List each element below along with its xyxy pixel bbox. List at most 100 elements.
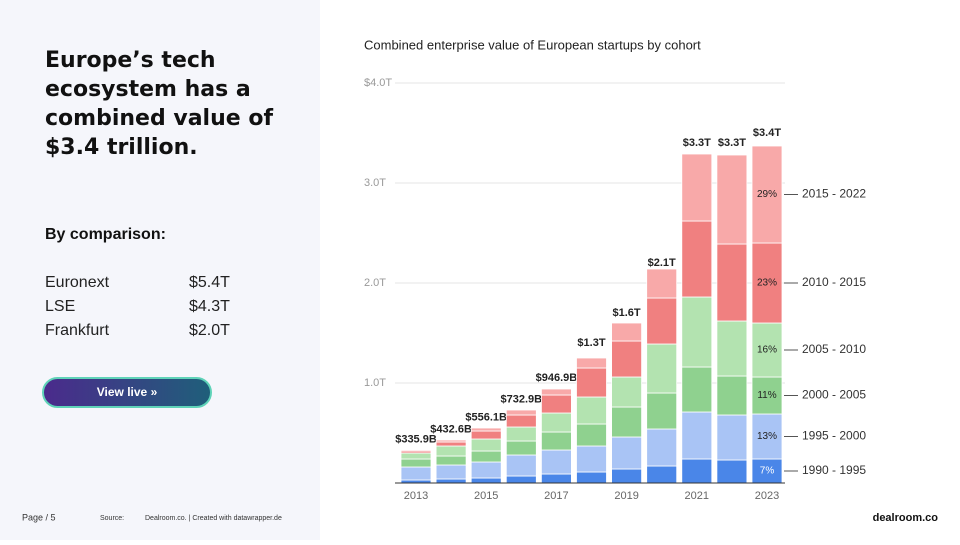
x-tick-label: 2013 <box>404 490 428 502</box>
comparison-name: Euronext <box>45 274 110 291</box>
source-label: Source: <box>100 515 124 522</box>
total-label: $1.6T <box>613 307 641 319</box>
bar-segment <box>505 426 537 442</box>
brand: dealroom.co <box>873 512 939 524</box>
total-label: $3.3T <box>683 137 711 149</box>
bar-segment <box>576 396 607 425</box>
bar-segment <box>505 475 537 484</box>
headline: ecosystem has a <box>45 77 251 102</box>
comparison-name: LSE <box>45 298 75 315</box>
y-tick-label: 2.0T <box>364 277 386 289</box>
page-number: Page / 5 <box>22 512 56 522</box>
comparison-heading: By comparison: <box>45 226 166 243</box>
bar-segment <box>681 411 713 460</box>
bar-segment <box>751 376 783 415</box>
total-label: $3.3T <box>718 137 746 149</box>
legend-label: 2015 - 2022 <box>802 187 866 201</box>
headline: combined value of <box>45 106 273 131</box>
x-tick-label: 2019 <box>614 490 638 502</box>
y-tick-label: $4.0T <box>364 77 392 89</box>
bar-segment <box>681 366 713 413</box>
bar-segment <box>435 478 467 484</box>
comparison-name: Frankfurt <box>45 322 110 339</box>
total-label: $2.1T <box>648 257 676 269</box>
bar-segment <box>435 455 467 466</box>
legend-label: 2005 - 2010 <box>802 342 866 356</box>
share-label: 23% <box>757 278 777 289</box>
bar-segment <box>470 438 502 452</box>
total-label: $3.4T <box>753 127 781 139</box>
bar-segment <box>716 154 748 245</box>
bar-segment <box>716 459 748 484</box>
bar-segment <box>716 414 748 461</box>
bar-segment <box>470 477 502 484</box>
bar-segment <box>470 461 502 479</box>
bar-segment <box>541 412 572 433</box>
headline: $3.4 trillion. <box>45 135 198 160</box>
bar-segment <box>470 427 502 432</box>
x-tick-label: 2017 <box>544 490 568 502</box>
comparison-value: $2.0T <box>189 322 230 339</box>
bar-segment <box>435 445 467 457</box>
bar-segment <box>751 145 783 244</box>
total-label: $1.3T <box>577 337 605 349</box>
bar-segment <box>716 243 748 322</box>
share-label: 7% <box>760 466 775 477</box>
bar-segment <box>505 440 537 456</box>
bar-segment <box>400 452 432 460</box>
bar-segment <box>541 431 572 451</box>
chart-title: Combined enterprise value of European st… <box>364 37 701 52</box>
bar-segment <box>435 439 467 443</box>
legend-label: 2000 - 2005 <box>802 388 866 402</box>
bar-segment <box>400 449 432 452</box>
bar-segment <box>470 430 502 440</box>
bar-segment <box>681 220 713 298</box>
bar-segment <box>716 320 748 377</box>
bar-segment <box>541 394 572 414</box>
bar-segment <box>611 322 642 342</box>
view-live-button[interactable]: View live » <box>42 377 212 408</box>
button-label[interactable]: View live » <box>97 385 158 399</box>
button-shape[interactable] <box>42 377 212 408</box>
share-label: 29% <box>757 189 777 200</box>
bar-segment <box>611 376 642 408</box>
bar-segment <box>751 242 783 324</box>
bar-segment <box>470 450 502 463</box>
x-tick-label: 2015 <box>474 490 498 502</box>
legend-label: 1990 - 1995 <box>802 463 866 477</box>
bar-segment <box>435 464 467 480</box>
bar-segment <box>576 445 607 473</box>
bar-segment <box>400 458 432 468</box>
headline: Europe’s tech <box>45 48 216 73</box>
bar-segment <box>716 375 748 416</box>
bar-segment <box>681 458 713 484</box>
bar-segment <box>576 357 607 369</box>
share-label: 16% <box>757 345 777 356</box>
bar-segment <box>611 436 642 470</box>
comparison-value: $5.4T <box>189 274 230 291</box>
bar-segment <box>400 466 432 481</box>
share-label: 13% <box>757 431 777 442</box>
bar-segment <box>611 340 642 378</box>
y-tick-label: 3.0T <box>364 177 386 189</box>
total-label: $732.9B <box>501 394 543 406</box>
bar-segment <box>646 297 678 345</box>
y-tick-label: 1.0T <box>364 377 386 389</box>
bar-segment <box>505 454 537 477</box>
bar-segment <box>576 367 607 398</box>
left-panel <box>0 0 320 540</box>
bar-segment <box>505 414 537 428</box>
bar-segment <box>541 449 572 475</box>
bar-segment <box>435 441 467 447</box>
bar-segment <box>541 388 572 396</box>
bar-segment <box>505 409 537 416</box>
x-tick-label: 2021 <box>685 490 709 502</box>
bar-segment <box>681 153 713 222</box>
share-label: 11% <box>757 390 776 401</box>
bar-segment <box>541 473 572 484</box>
source-credit: Dealroom.co. | Created with datawrapper.… <box>145 515 282 522</box>
comparison-value: $4.3T <box>189 298 230 315</box>
bar-segment <box>646 268 678 299</box>
total-label: $432.6B <box>430 424 472 436</box>
